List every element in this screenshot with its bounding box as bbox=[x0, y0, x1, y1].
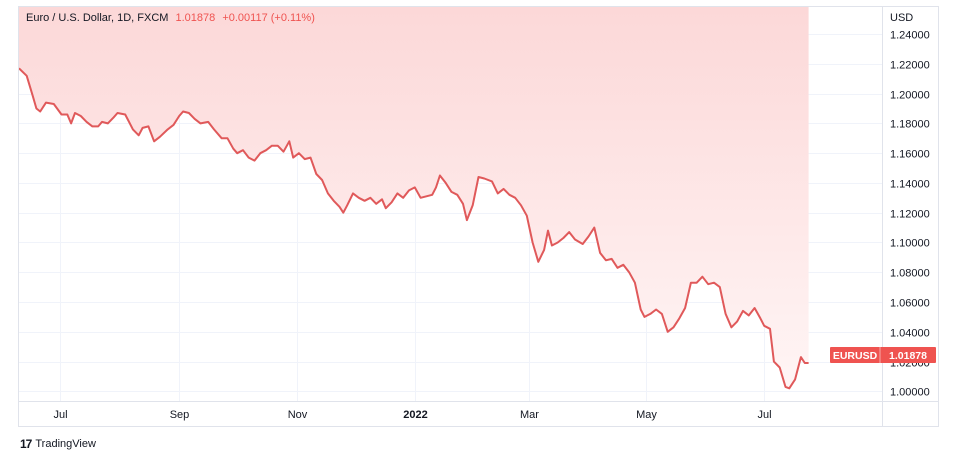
x-tick-label: Nov bbox=[288, 409, 308, 421]
x-tick-label: Jul bbox=[53, 409, 67, 421]
currency-label: USD bbox=[890, 12, 913, 24]
x-tick-label: May bbox=[636, 409, 657, 421]
x-tick-label: Sep bbox=[170, 409, 190, 421]
y-tick-label: 1.16000 bbox=[890, 149, 930, 161]
y-tick-label: 1.20000 bbox=[890, 90, 930, 102]
last-price-tag-bg bbox=[830, 347, 936, 363]
chart-frame[interactable]: USD 1.24000 1.22000 1.20000 1.18000 1.16000 1… bbox=[18, 6, 939, 427]
tradingview-logo-text: TradingView bbox=[35, 438, 96, 450]
legend-change: +0.00117 (+0.11%) bbox=[222, 12, 315, 24]
y-tick-label: 1.12000 bbox=[890, 209, 930, 221]
y-tick-label: 1.14000 bbox=[890, 179, 930, 191]
time-axis[interactable]: Jul Sep Nov 2022 Mar May Jul bbox=[53, 409, 771, 421]
tradingview-logo[interactable]: 17 TradingView bbox=[20, 437, 96, 451]
legend-symbol: Euro / U.S. Dollar, 1D, FXCM bbox=[26, 12, 169, 24]
x-tick-label: 2022 bbox=[403, 409, 427, 421]
price-area-fill bbox=[19, 7, 809, 389]
y-tick-label: 1.08000 bbox=[890, 268, 930, 280]
y-tick-label: 1.24000 bbox=[890, 30, 930, 42]
y-tick-label: 1.00000 bbox=[890, 387, 930, 399]
x-tick-label: Jul bbox=[757, 409, 771, 421]
y-tick-label: 1.18000 bbox=[890, 119, 930, 131]
price-line bbox=[19, 67, 809, 390]
chart-legend: Euro / U.S. Dollar, 1D, FXCM 1.01878 +0.… bbox=[26, 12, 315, 24]
last-price-tag-value: 1.01878 bbox=[889, 350, 927, 362]
chart-canvas[interactable]: USD 1.240001.220001.200001.180001.160001… bbox=[19, 7, 938, 426]
price-axis[interactable]: 1.24000 1.22000 1.20000 1.18000 1.16000 1.140… bbox=[890, 30, 930, 399]
y-tick-label: 1.22000 bbox=[890, 60, 930, 72]
last-price-tag: EURUSD 1.01878 bbox=[830, 347, 936, 363]
last-price-tag-symbol: EURUSD bbox=[833, 350, 878, 362]
y-tick-label: 1.06000 bbox=[890, 298, 930, 310]
legend-last-value: 1.01878 bbox=[175, 12, 216, 24]
y-tick-label: 1.10000 bbox=[890, 238, 930, 250]
y-tick-label: 1.04000 bbox=[890, 328, 930, 340]
x-tick-label: Mar bbox=[520, 409, 539, 421]
tradingview-logo-icon: 17 bbox=[20, 437, 32, 451]
